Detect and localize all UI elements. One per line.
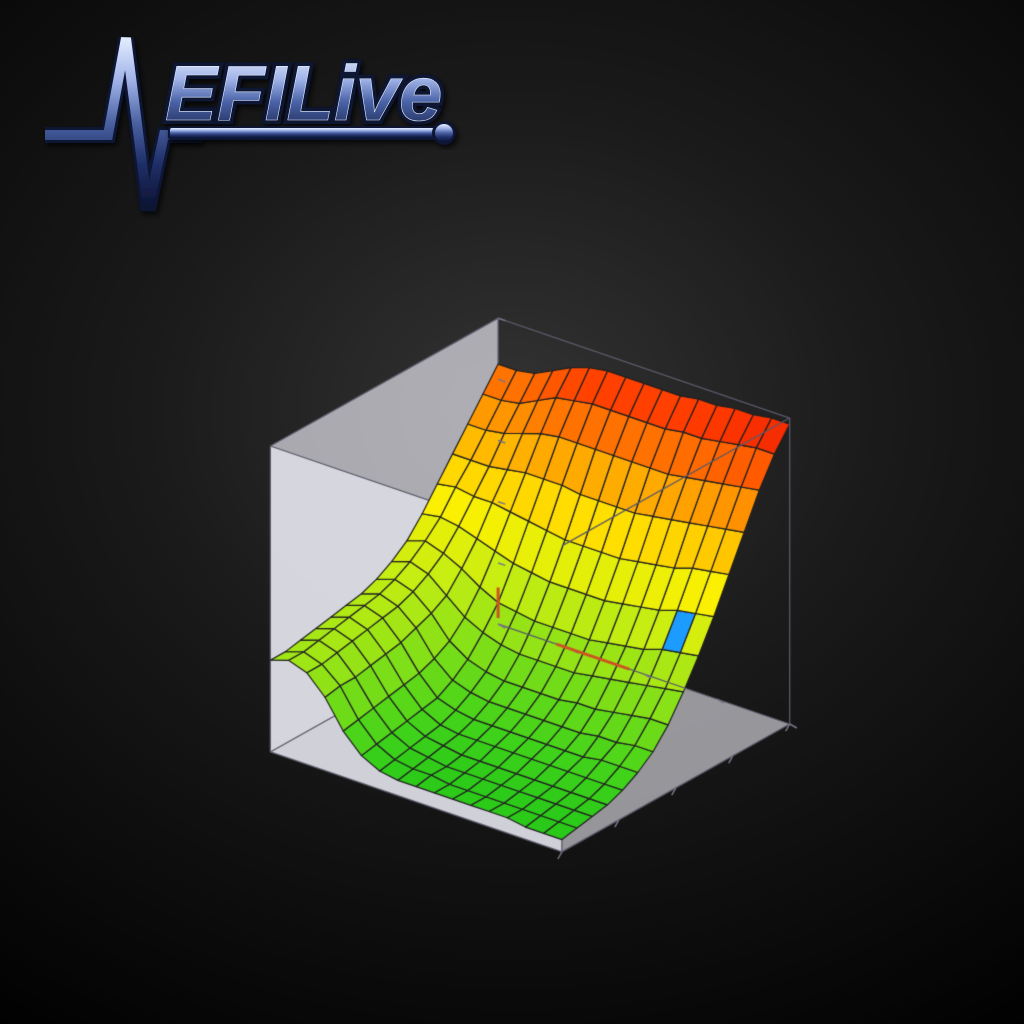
logo-text: EFILive EFILive xyxy=(165,49,442,137)
svg-text:EFILive: EFILive xyxy=(165,49,442,137)
screenshot-root: { "logo":{ "text":"EFILive", "text_color… xyxy=(0,0,1024,1024)
tuning-map-3d-surface xyxy=(130,170,930,970)
surface-canvas xyxy=(130,170,930,970)
